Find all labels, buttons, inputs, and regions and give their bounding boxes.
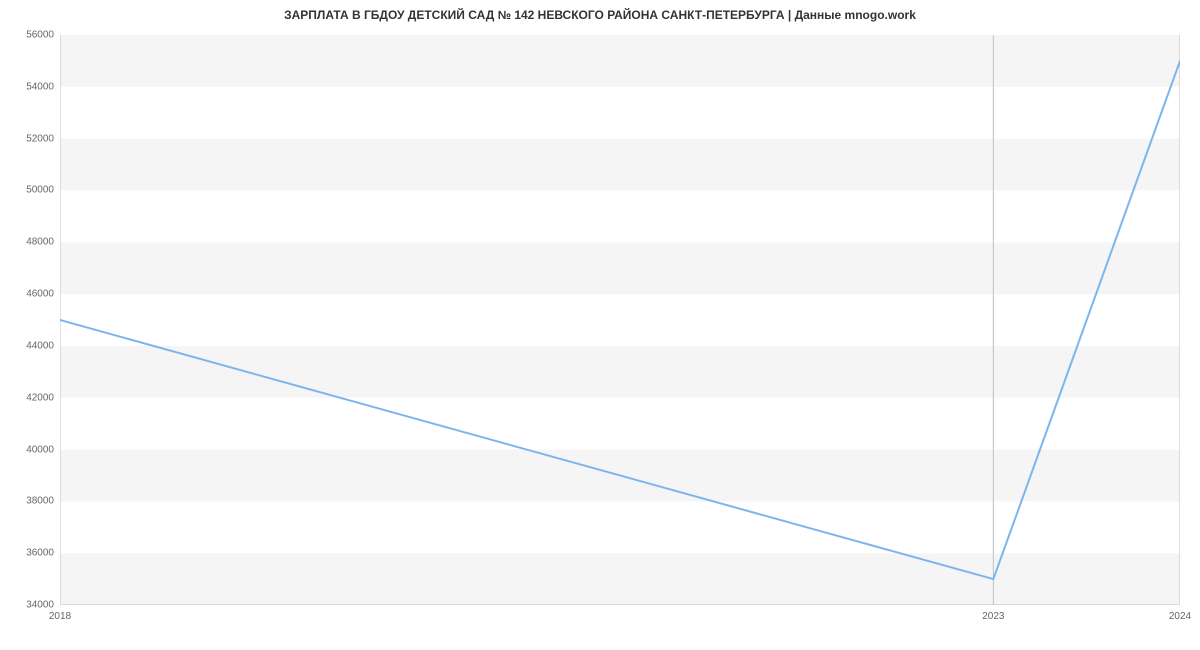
chart-svg: [60, 35, 1180, 605]
y-tick-label: 56000: [26, 30, 60, 41]
y-tick-label: 52000: [26, 133, 60, 144]
y-tick-label: 44000: [26, 340, 60, 351]
y-tick-label: 40000: [26, 444, 60, 455]
chart-title: ЗАРПЛАТА В ГБДОУ ДЕТСКИЙ САД № 142 НЕВСК…: [0, 8, 1200, 22]
y-tick-label: 36000: [26, 548, 60, 559]
y-tick-label: 42000: [26, 392, 60, 403]
y-tick-label: 54000: [26, 81, 60, 92]
y-tick-label: 38000: [26, 496, 60, 507]
salary-chart: ЗАРПЛАТА В ГБДОУ ДЕТСКИЙ САД № 142 НЕВСК…: [0, 0, 1200, 650]
plot-area: 3400036000380004000042000440004600048000…: [60, 35, 1180, 605]
x-tick-label: 2024: [1169, 605, 1191, 622]
y-tick-label: 50000: [26, 185, 60, 196]
y-tick-label: 46000: [26, 289, 60, 300]
x-tick-label: 2023: [982, 605, 1004, 622]
y-tick-label: 48000: [26, 237, 60, 248]
x-tick-label: 2018: [49, 605, 71, 622]
